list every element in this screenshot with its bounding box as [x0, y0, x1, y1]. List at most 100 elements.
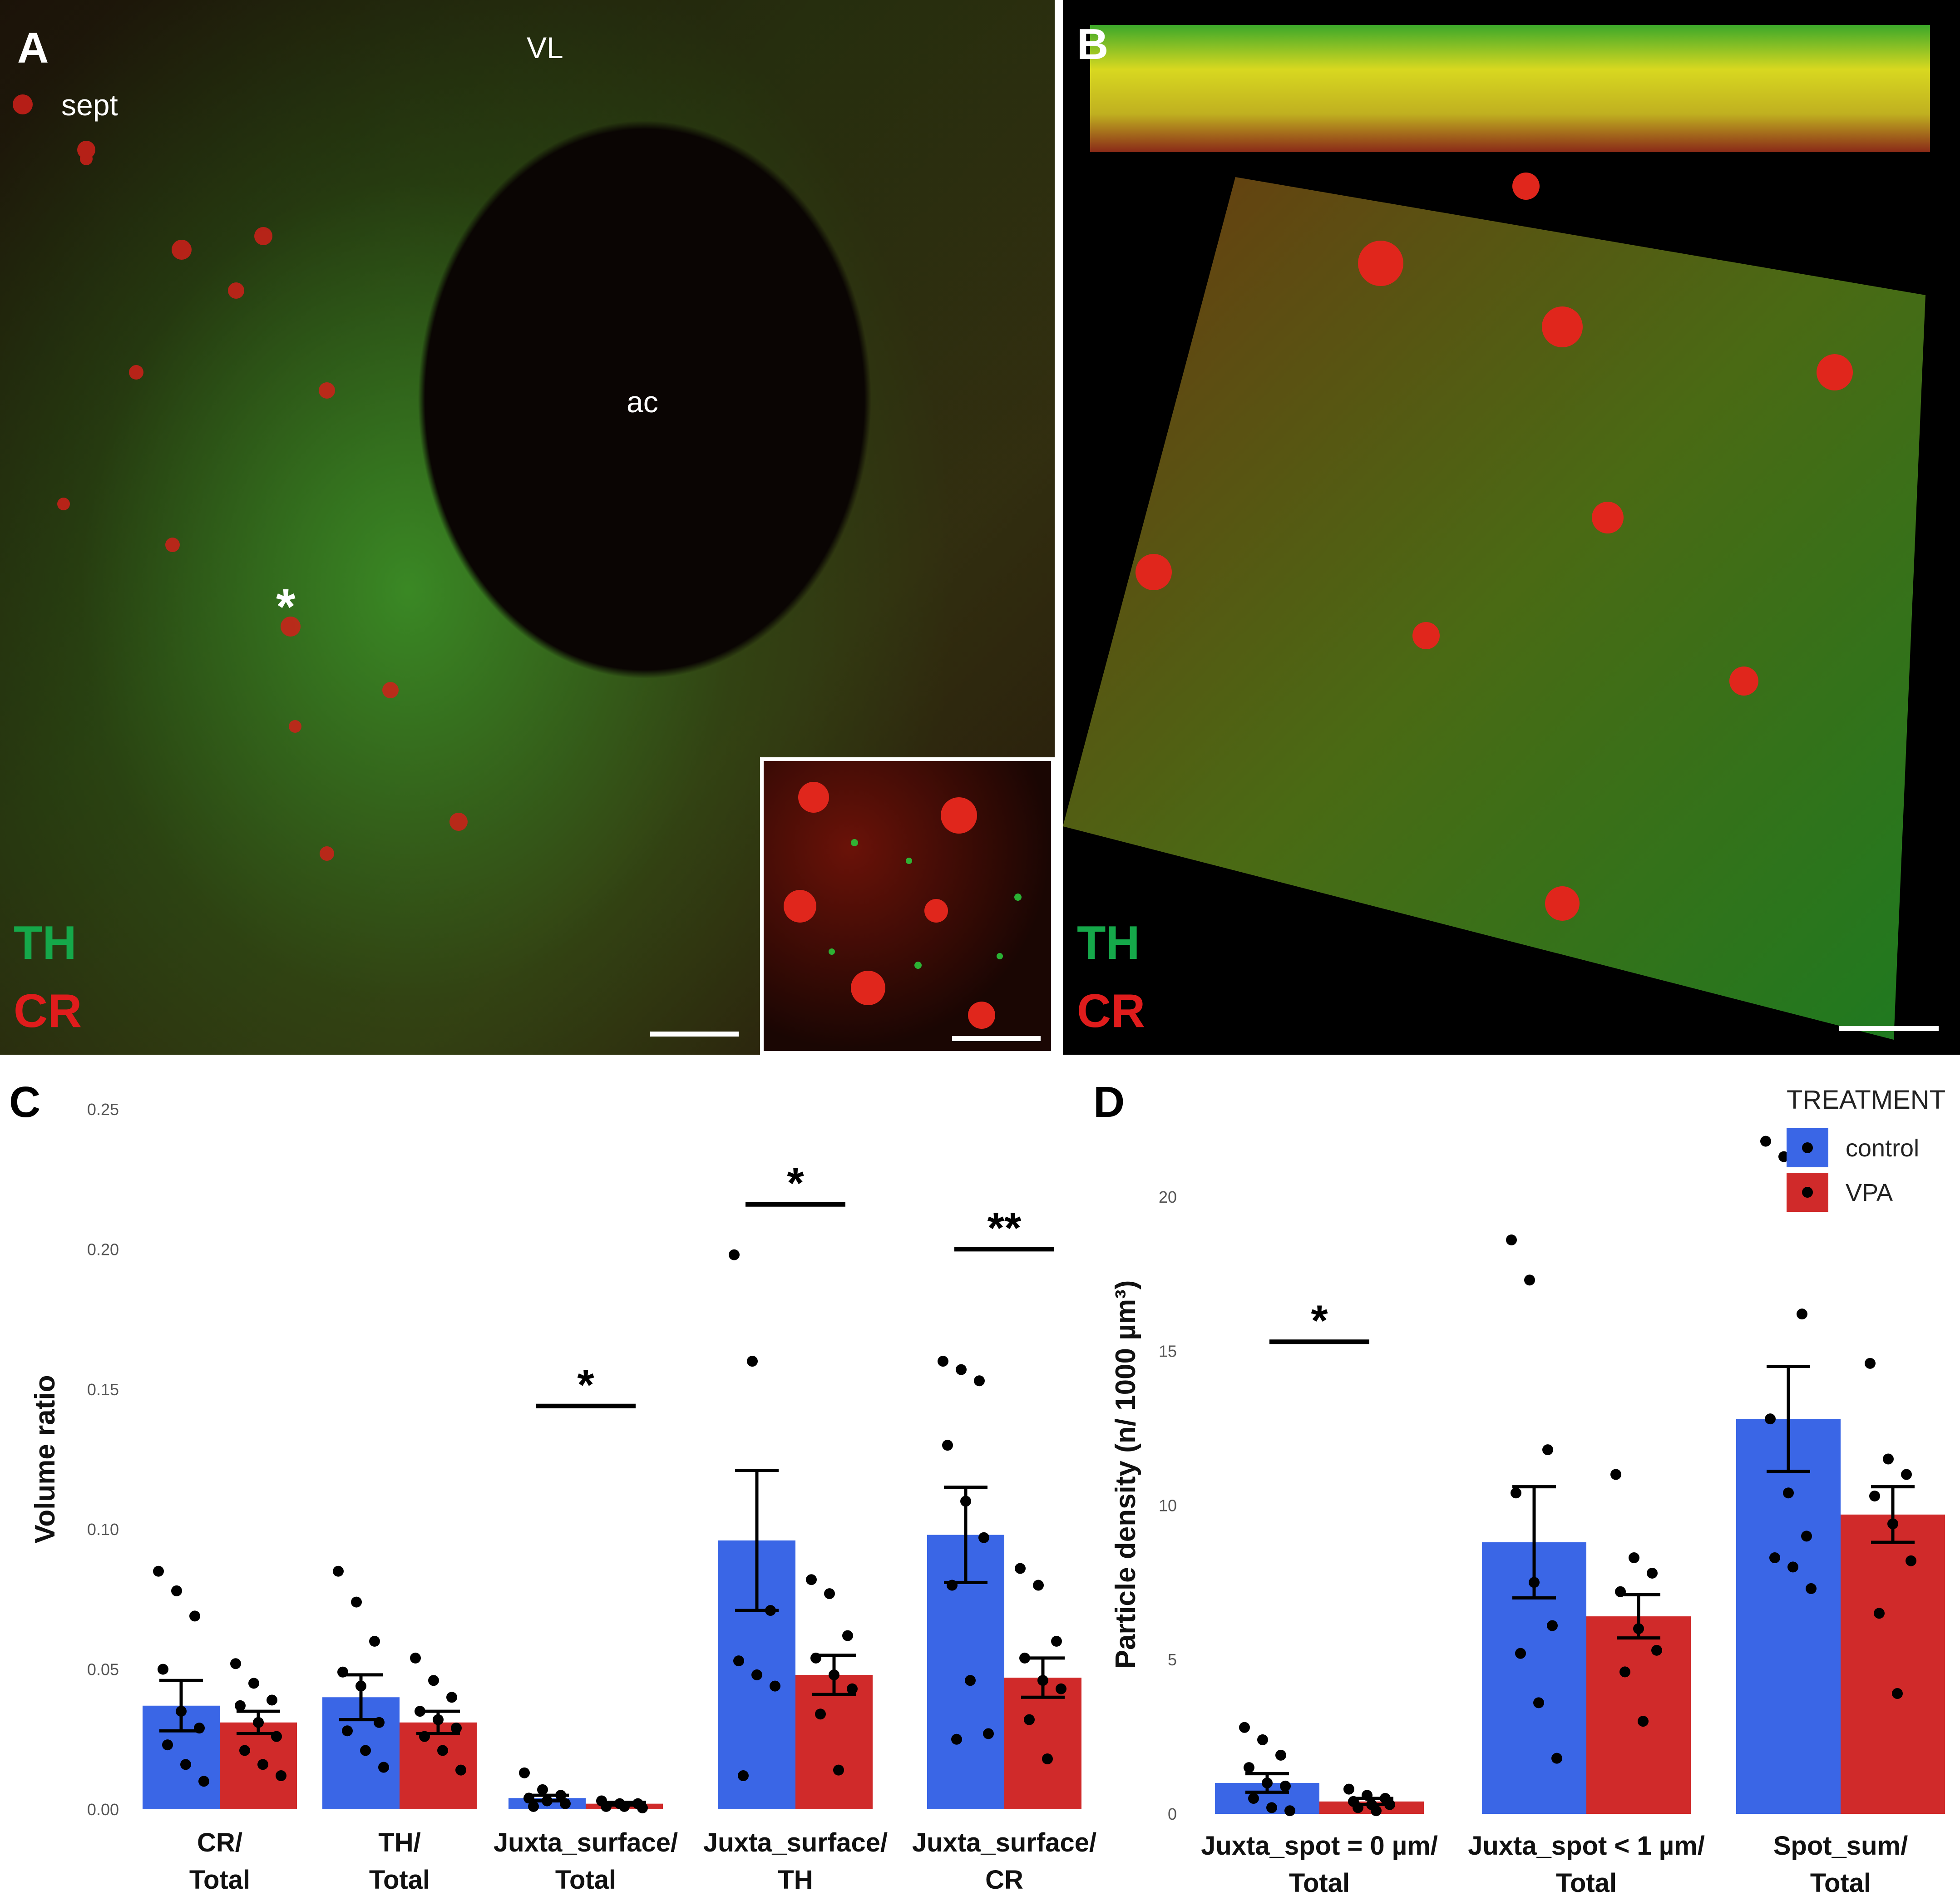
data-point: [1280, 1780, 1291, 1792]
panel-c-label: C: [9, 1078, 41, 1126]
data-point: [938, 1356, 948, 1367]
data-point: [1765, 1413, 1776, 1425]
y-tick-label: 0.10: [87, 1520, 119, 1539]
y-tick-label: 0.20: [87, 1240, 119, 1259]
x-tick-label: Juxta_spot < 1 µm/: [1468, 1831, 1705, 1861]
panel-b-legend-th: TH: [1077, 917, 1140, 969]
data-point: [806, 1574, 817, 1585]
data-point: [1353, 1802, 1363, 1813]
data-point: [1019, 1652, 1030, 1664]
b-volume-render: [1063, 177, 1925, 1040]
panel-b-scale-bar: [1839, 1026, 1939, 1031]
data-point: [248, 1678, 259, 1689]
data-point: [1787, 1561, 1798, 1573]
legend-point: [1802, 1142, 1813, 1153]
data-point: [333, 1565, 344, 1577]
region-label-vl: VL: [527, 31, 563, 64]
data-point: [765, 1605, 776, 1616]
data-point: [519, 1767, 530, 1778]
data-point: [437, 1745, 448, 1756]
data-point: [230, 1658, 241, 1669]
data-point: [619, 1801, 630, 1812]
data-point: [729, 1249, 740, 1260]
data-point: [446, 1692, 457, 1703]
bar: [1841, 1514, 1945, 1814]
data-point: [1629, 1552, 1639, 1563]
data-point: [235, 1700, 246, 1711]
data-point: [1248, 1793, 1259, 1804]
data-point: [378, 1762, 389, 1773]
data-point: [433, 1714, 444, 1725]
data-point: [355, 1680, 366, 1692]
x-tick-label: CR: [985, 1865, 1023, 1895]
data-point: [751, 1669, 762, 1680]
data-point: [1547, 1620, 1558, 1631]
data-point: [1015, 1563, 1026, 1574]
legend-title: TREATMENT: [1787, 1085, 1945, 1115]
data-point: [1042, 1753, 1053, 1764]
x-tick-label: Spot_sum/: [1773, 1831, 1908, 1861]
data-point: [337, 1666, 348, 1678]
data-point: [1610, 1469, 1621, 1480]
x-tick-label: Total: [1289, 1868, 1350, 1896]
region-label-sept: sept: [61, 88, 118, 122]
bar: [795, 1674, 873, 1809]
panel-b-texture: [1063, 25, 1930, 1040]
data-point: [1371, 1805, 1382, 1817]
data-point: [951, 1733, 962, 1745]
data-point: [360, 1745, 371, 1756]
y-tick-label: 15: [1159, 1342, 1177, 1361]
data-point: [253, 1717, 264, 1728]
y-axis-title: Particle density (n/ 1000 µm³): [1110, 1280, 1141, 1669]
data-point: [342, 1725, 353, 1737]
data-point: [1887, 1518, 1898, 1530]
data-point: [637, 1802, 648, 1813]
data-point: [1783, 1487, 1794, 1499]
data-point: [410, 1652, 421, 1664]
data-point: [1892, 1688, 1903, 1699]
data-point: [555, 1790, 566, 1801]
panel-a-legend-cr: CR: [14, 985, 82, 1037]
x-tick-label: CR/: [197, 1828, 242, 1857]
y-tick-label: 0.05: [87, 1660, 119, 1679]
data-point: [528, 1801, 539, 1812]
data-point: [770, 1680, 780, 1692]
data-point: [1239, 1722, 1250, 1733]
data-point: [1533, 1697, 1544, 1708]
data-point: [1244, 1762, 1254, 1773]
legend-label: control: [1846, 1135, 1919, 1162]
data-point: [833, 1764, 844, 1776]
data-point: [1619, 1666, 1630, 1678]
significance-label: *: [1311, 1296, 1328, 1345]
data-point: [1638, 1716, 1649, 1727]
data-point: [815, 1708, 826, 1720]
y-tick-label: 20: [1159, 1188, 1177, 1206]
data-point: [158, 1664, 168, 1675]
data-point: [171, 1585, 182, 1596]
y-tick-label: 10: [1159, 1496, 1177, 1515]
x-tick-label: Total: [1810, 1868, 1871, 1896]
data-point: [428, 1675, 439, 1686]
region-label-ac: ac: [627, 385, 658, 419]
data-point: [523, 1792, 534, 1804]
data-point: [983, 1728, 994, 1739]
data-point: [1266, 1802, 1277, 1813]
data-point: [451, 1723, 462, 1734]
data-point: [276, 1770, 286, 1781]
data-point: [847, 1683, 858, 1694]
data-point: [1524, 1274, 1535, 1286]
data-point: [1362, 1790, 1372, 1801]
data-point: [601, 1801, 612, 1812]
data-point: [1551, 1753, 1562, 1764]
data-point: [974, 1375, 985, 1387]
data-point: [542, 1795, 553, 1807]
x-tick-label: Juxta_surface/: [912, 1828, 1096, 1857]
x-tick-label: TH/: [378, 1828, 420, 1857]
data-point: [1257, 1734, 1268, 1745]
y-tick-label: 5: [1168, 1650, 1177, 1669]
data-point: [351, 1596, 362, 1608]
data-point: [419, 1731, 430, 1742]
inset-texture: [784, 782, 1022, 1029]
